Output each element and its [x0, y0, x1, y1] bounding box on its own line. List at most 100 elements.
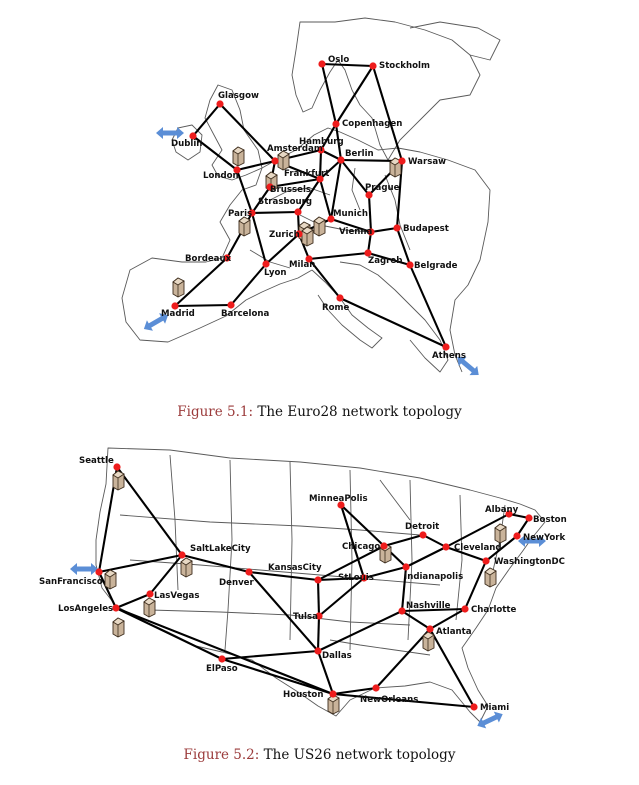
node-marker — [513, 532, 521, 540]
link-atlanta-miami — [429, 628, 475, 708]
node-label: Stockholm — [379, 61, 430, 71]
node-marker — [470, 703, 478, 711]
node-marker — [218, 655, 226, 663]
node-marker — [233, 166, 241, 174]
node-zagreb: Zagreb — [364, 249, 402, 266]
node-label: Milan — [289, 260, 315, 270]
datacenter-icon — [422, 631, 435, 652]
node-barcelona: Barcelona — [221, 301, 269, 319]
node-chicago: Chicago — [342, 542, 388, 552]
node-label: Brussels — [270, 185, 311, 195]
node-marker — [294, 208, 302, 216]
us26-nodes: Seattle MinneaPolis Albany Boston Detroit New… — [39, 456, 567, 713]
datacenter-icon — [143, 597, 156, 618]
link-lyon-barcelona — [230, 263, 267, 306]
link-hamburg-berlin — [320, 149, 342, 161]
node-label: Berlin — [345, 149, 374, 159]
link-houston-losangeles — [115, 607, 334, 695]
node-label: KansasCity — [268, 563, 322, 573]
link-paris-lyon — [250, 212, 268, 265]
node-seattle: Seattle — [79, 456, 121, 471]
euro28-nodes: Oslo Stockholm Glasgow Copenhagen Dublin Hamb… — [161, 55, 466, 361]
node-label: Rome — [322, 303, 349, 313]
node-label: NewOrleans — [360, 695, 418, 705]
link-houston-neworleans — [332, 686, 377, 696]
link-london-amsterdam — [236, 159, 276, 172]
node-belgrade: Belgrade — [406, 261, 458, 271]
link-paris-strasbourg — [251, 210, 299, 215]
link-detroit-cleveland — [422, 534, 447, 548]
us-map-outline — [95, 447, 546, 723]
link-glasgow-amsterdam — [219, 103, 276, 162]
node-marker — [365, 191, 373, 199]
node-minneapolis: MinneaPolis — [309, 494, 368, 509]
node-marker — [419, 531, 427, 539]
node-marker — [398, 607, 406, 615]
link-losangeles-elpaso — [115, 607, 223, 660]
datacenter-icon — [327, 694, 340, 715]
datacenter-icon — [104, 569, 117, 590]
link-copenhagen-berlin — [334, 123, 343, 161]
link-berlin-munich — [329, 159, 343, 220]
link-frankfurt-strasbourg — [297, 178, 321, 213]
node-label: Dublin — [171, 139, 202, 149]
datacenter-icon — [277, 150, 290, 171]
node-label: Indianapolis — [404, 572, 463, 582]
node-marker — [315, 612, 323, 620]
link-seattle-saltlakecity — [116, 466, 183, 556]
node-marker — [271, 157, 279, 165]
node-madrid: Madrid — [161, 302, 195, 319]
node-label: Denver — [219, 578, 255, 588]
node-label: Charlotte — [471, 605, 517, 615]
node-paris: Paris — [228, 209, 256, 219]
node-detroit: Detroit — [405, 522, 439, 539]
node-marker — [189, 132, 197, 140]
node-marker — [113, 463, 121, 471]
node-stockholm: Stockholm — [369, 61, 430, 71]
link-frankfurt-brussels — [269, 177, 321, 189]
node-marker — [112, 604, 120, 612]
node-marker — [332, 120, 340, 128]
link-madrid-barcelona — [174, 303, 232, 308]
bidirectional-arrow-icon — [143, 313, 169, 331]
link-chicago-detroit — [383, 533, 424, 548]
node-label: SanFrancisco — [39, 577, 103, 587]
figure-5-2-caption: Figure 5.2: The US26 network topology — [0, 747, 639, 763]
datacenter-icon — [389, 157, 402, 178]
link-dallas-houston — [317, 650, 334, 695]
node-label: LosAngeles — [58, 604, 113, 614]
node-vienna: Vienna — [339, 227, 375, 237]
link-denver-dallas — [248, 571, 319, 652]
link-charlotte-atlanta — [429, 608, 466, 630]
link-zurich-lyon — [265, 233, 300, 265]
node-newyork: NewYork — [513, 532, 566, 543]
node-label: SaltLakeCity — [190, 544, 251, 554]
node-houston: Houston — [283, 690, 337, 700]
node-label: Albany — [485, 505, 519, 515]
node-label: Prague — [365, 183, 400, 193]
node-label: ElPaso — [206, 664, 238, 674]
node-marker — [178, 551, 186, 559]
link-berlin-prague — [340, 159, 370, 196]
datacenter-icon — [172, 277, 185, 298]
node-amsterdam: Amsterdam — [267, 144, 323, 165]
link-nashville-dallas — [317, 610, 403, 652]
node-washingtondc: WashingtonDC — [482, 557, 565, 567]
link-oslo-stockholm — [321, 62, 374, 68]
node-glasgow: Glasgow — [216, 91, 259, 108]
link-tulsa-dallas — [316, 615, 321, 652]
decorations — [70, 127, 546, 729]
link-berlin-frankfurt — [319, 159, 342, 180]
node-saltlakecity: SaltLakeCity — [178, 544, 251, 559]
node-label: Copenhagen — [342, 119, 402, 129]
link-budapest-belgrade — [396, 227, 411, 266]
node-marker — [305, 255, 313, 263]
link-brussels-paris — [251, 186, 271, 214]
link-zagreb-belgrade — [367, 251, 411, 267]
node-warsaw: Warsaw — [398, 157, 446, 167]
link-minneapolis-chicago — [340, 504, 385, 547]
link-washingtondc-charlotte — [464, 560, 487, 610]
node-label: Oslo — [328, 55, 349, 65]
node-marker — [295, 230, 303, 238]
